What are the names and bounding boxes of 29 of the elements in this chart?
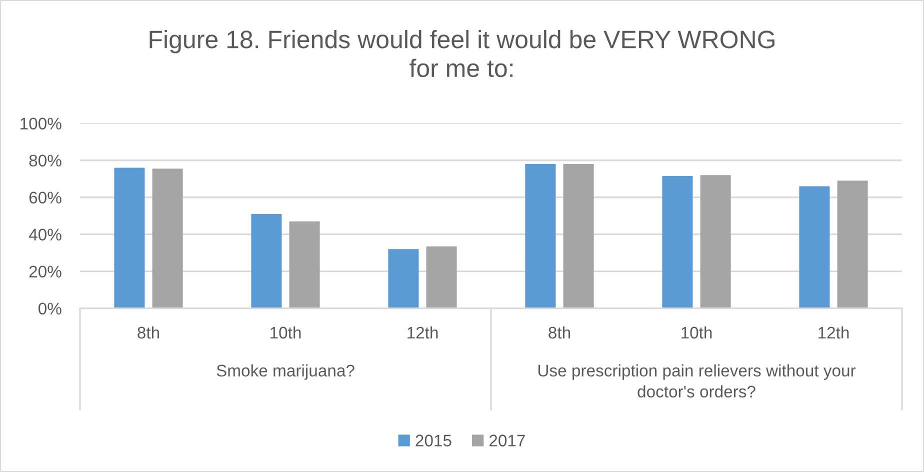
y-tick-label: 20% xyxy=(29,266,62,278)
bar xyxy=(563,164,594,308)
bar xyxy=(114,168,145,308)
x-tick-label: 8th xyxy=(548,326,570,339)
x-tick-label: 10th xyxy=(270,326,301,339)
legend-label: 2015 xyxy=(416,434,452,446)
bar xyxy=(799,186,830,308)
x-tick-label: 8th xyxy=(138,326,160,339)
bar xyxy=(289,221,320,308)
text: Use prescription pain relievers without your doctor's orders? xyxy=(538,364,856,398)
bar xyxy=(525,164,556,308)
legend-label: 2017 xyxy=(490,434,525,446)
y-tick-label: 100% xyxy=(20,118,62,130)
text: Smoke marijuana? xyxy=(216,364,354,380)
x-tick-label: 12th xyxy=(818,326,849,339)
chart-title: Figure 18. Friends would feel it would be VERY WRONG for me to: xyxy=(150,30,774,78)
bar xyxy=(152,168,183,308)
bar xyxy=(837,180,868,308)
y-tick-label: 60% xyxy=(29,192,62,204)
y-tick-label: 80% xyxy=(29,154,62,167)
bar xyxy=(388,249,419,308)
y-tick-label: 0% xyxy=(38,302,62,315)
bar xyxy=(251,214,282,308)
x-tick-label: 10th xyxy=(682,326,712,339)
bar xyxy=(700,175,731,308)
x-tick-label: 12th xyxy=(408,326,438,339)
bar xyxy=(426,246,457,308)
bar xyxy=(662,176,693,308)
y-tick-label: 40% xyxy=(28,228,62,241)
